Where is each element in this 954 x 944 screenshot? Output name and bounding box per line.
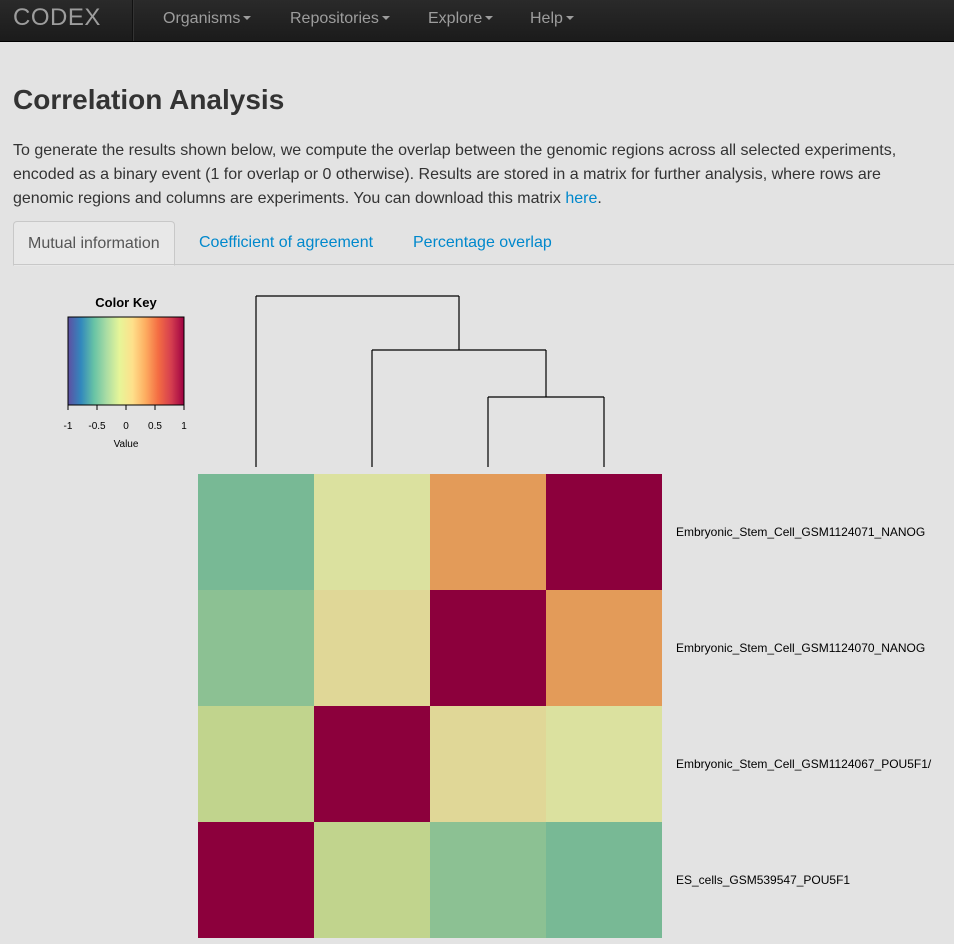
- caret-down-icon: [485, 16, 494, 20]
- heatmap-cell: [430, 706, 546, 822]
- color-key-tick-label: -1: [64, 421, 73, 432]
- heatmap-cell: [546, 822, 662, 938]
- heatmap-cell: [314, 706, 430, 822]
- heatmap-cell: [314, 590, 430, 706]
- navbar: CODEX Organisms Repositories Explore Hel…: [0, 0, 954, 42]
- heatmap-cell: [546, 474, 662, 590]
- nav-repositories-label: Repositories: [290, 10, 379, 27]
- heatmap-cell: [198, 474, 314, 590]
- color-key-tick-label: 0.5: [148, 421, 162, 432]
- heatmap-cell: [546, 590, 662, 706]
- heatmap-cell: [430, 590, 546, 706]
- heatmap-cell: [314, 822, 430, 938]
- navbar-divider: [132, 0, 133, 41]
- color-key-gradient: [67, 316, 185, 406]
- description-text: To generate the results shown below, we …: [13, 142, 897, 207]
- nav-organisms-label: Organisms: [163, 10, 241, 27]
- nav-help-label: Help: [530, 10, 563, 27]
- color-key-title: Color Key: [95, 295, 157, 310]
- heatmap-cell: [198, 706, 314, 822]
- heatmap-cell: [546, 706, 662, 822]
- tab-mutual-information[interactable]: Mutual information: [13, 221, 175, 266]
- tabs-border: [13, 264, 954, 265]
- nav-help-menu[interactable]: Help: [530, 10, 574, 28]
- page-description: To generate the results shown below, we …: [13, 139, 943, 211]
- column-dendrogram: [255, 295, 605, 467]
- download-matrix-link[interactable]: here: [565, 190, 598, 207]
- nav-explore-label: Explore: [428, 10, 483, 27]
- heatmap-row-label: Embryonic_Stem_Cell_GSM1124071_NANOG: [676, 525, 925, 539]
- color-key: Color Key -1 -0.5 0 0.5 1 Value: [64, 295, 188, 450]
- color-key-tick-label: -0.5: [88, 421, 106, 432]
- heatmap-row-label: ES_cells_GSM539547_POU5F1: [676, 873, 850, 887]
- caret-down-icon: [565, 16, 574, 20]
- nav-organisms-menu[interactable]: Organisms: [163, 10, 252, 28]
- tab-coefficient-of-agreement[interactable]: Coefficient of agreement: [199, 234, 374, 251]
- heatmap-row-label: Embryonic_Stem_Cell_GSM1124070_NANOG: [676, 641, 925, 655]
- color-key-tick-label: 1: [181, 421, 187, 432]
- heatmap-cell: [314, 474, 430, 590]
- caret-down-icon: [243, 16, 252, 20]
- nav-explore-menu[interactable]: Explore: [428, 10, 494, 28]
- color-key-xlabel: Value: [114, 439, 139, 450]
- heatmap-cell: [198, 822, 314, 938]
- heatmap-cell: [430, 822, 546, 938]
- nav-repositories-menu[interactable]: Repositories: [290, 10, 390, 28]
- heatmap-cell: [430, 474, 546, 590]
- color-key-tick-label: 0: [123, 421, 129, 432]
- description-end: .: [597, 190, 602, 207]
- heatmap-cell: [198, 590, 314, 706]
- page-title: Correlation Analysis: [13, 84, 285, 115]
- tab-percentage-overlap[interactable]: Percentage overlap: [413, 234, 552, 251]
- brand-logo[interactable]: CODEX: [13, 4, 101, 31]
- caret-down-icon: [381, 16, 390, 20]
- heatmap-row-label: Embryonic_Stem_Cell_GSM1124067_POU5F1/: [676, 757, 932, 771]
